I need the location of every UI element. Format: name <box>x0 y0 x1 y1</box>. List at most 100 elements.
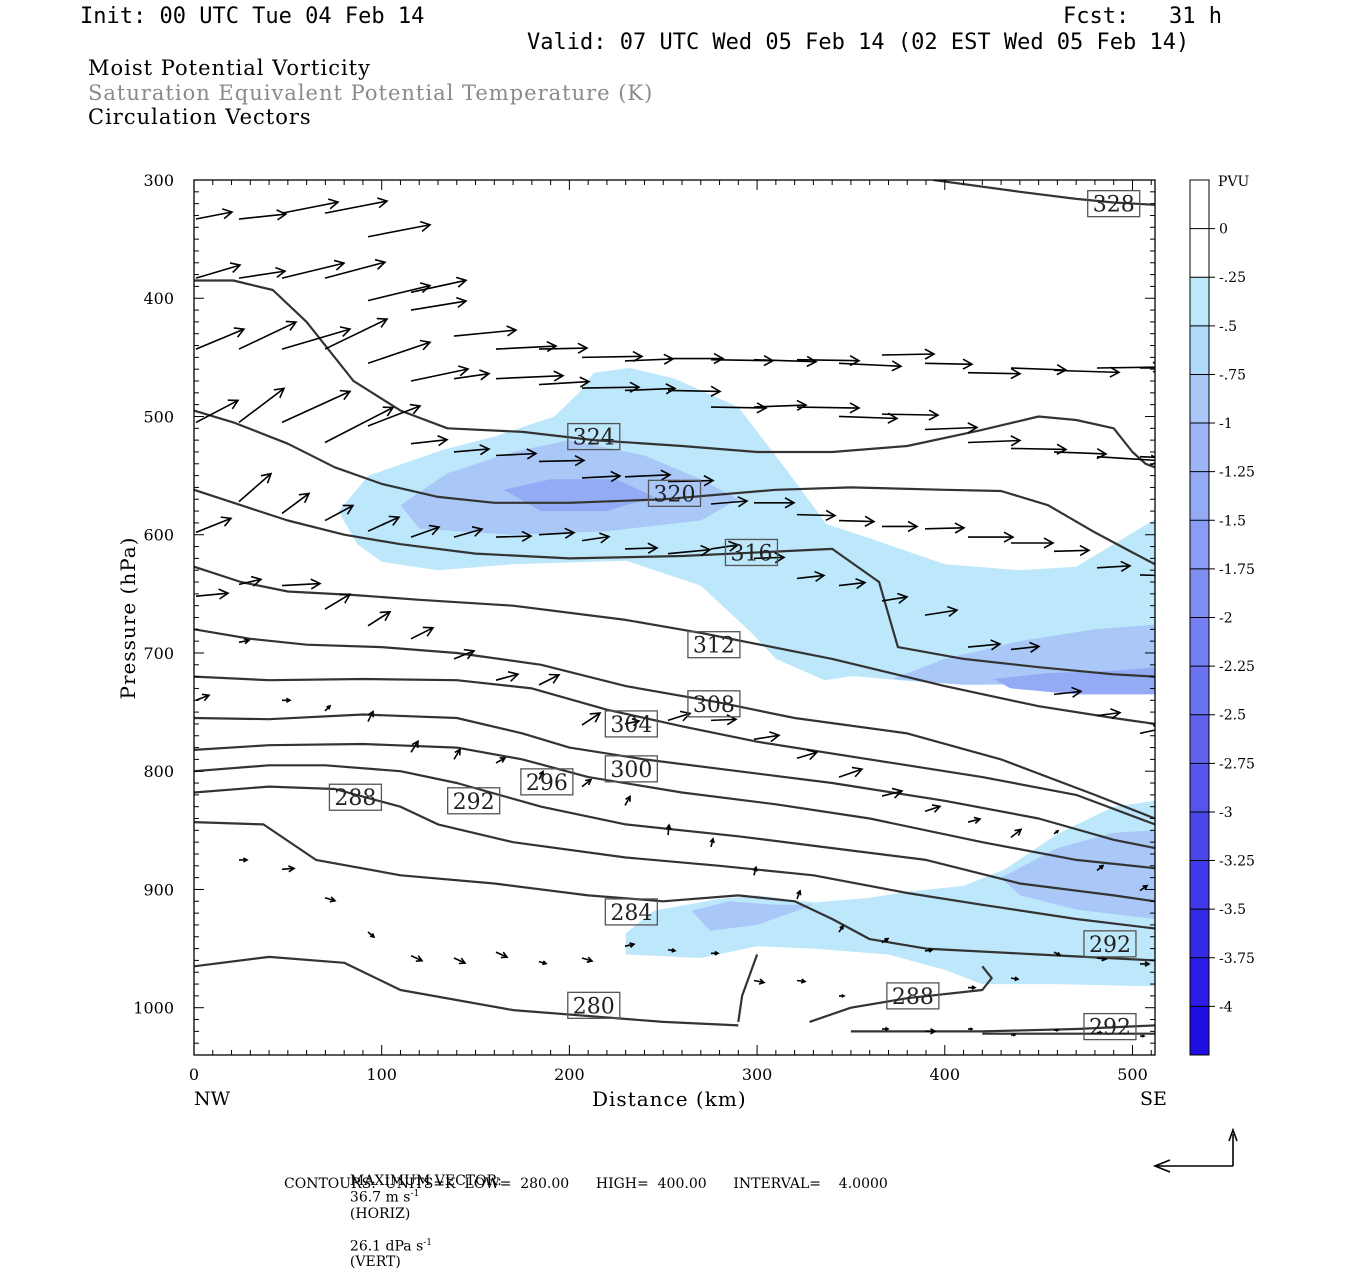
circulation-vector <box>796 509 837 522</box>
circulation-vector <box>838 766 864 778</box>
colorbar-swatch <box>1190 568 1209 618</box>
circulation-vector <box>581 381 641 393</box>
circulation-vector <box>1140 1034 1146 1038</box>
y-tick-label: 900 <box>143 880 174 899</box>
circulation-vector <box>624 542 659 554</box>
svg-text:292: 292 <box>1089 933 1131 958</box>
y-tick-label: 300 <box>143 171 174 190</box>
colorbar-label: -4 <box>1219 999 1233 1015</box>
circulation-vector <box>1010 443 1068 455</box>
circulation-vector <box>668 352 725 365</box>
circulation-vector <box>710 714 738 726</box>
circulation-vector <box>281 326 352 350</box>
circulation-vector <box>281 198 340 214</box>
svg-text:288: 288 <box>892 985 934 1010</box>
circulation-vector <box>410 739 419 753</box>
svg-text:312: 312 <box>693 634 735 659</box>
colorbar-label: -.75 <box>1219 367 1246 383</box>
contour-label-288: 288 <box>886 982 940 1010</box>
horiz-unit-exponent: -1 <box>410 1189 420 1199</box>
x-tick-label: 400 <box>930 1065 961 1084</box>
circulation-vector <box>710 496 749 508</box>
circulation-vector <box>453 369 491 381</box>
circulation-vector <box>324 504 355 522</box>
circulation-vector <box>881 592 909 604</box>
colorbar-label: -3.25 <box>1219 854 1255 870</box>
theta-contour-304 <box>194 675 1155 826</box>
colorbar-unit: PVU <box>1218 174 1250 190</box>
circulation-vector <box>410 435 449 447</box>
valid-time: Valid: 07 UTC Wed 05 Feb 14 (02 EST Wed … <box>527 30 1190 55</box>
contour-label-288: 288 <box>328 783 383 811</box>
circulation-vector <box>667 544 712 557</box>
y-tick-label: 1000 <box>133 999 174 1018</box>
contour-label-292: 292 <box>1083 1012 1137 1041</box>
contour-label-292: 292 <box>1083 930 1137 958</box>
theta-contour-296 <box>194 742 1155 870</box>
contour-label-296: 296 <box>520 768 574 796</box>
circulation-vector <box>581 532 611 544</box>
pv-region-7 <box>503 479 654 512</box>
circulation-vector <box>410 276 468 294</box>
theta-contour-284 <box>194 821 1155 962</box>
colorbar-frame <box>1189 179 1210 1056</box>
colorbar-swatch <box>1190 666 1209 716</box>
colorbar-swatch <box>1190 471 1209 521</box>
circulation-vector <box>195 588 230 600</box>
y-tick-label: 400 <box>143 289 174 308</box>
circulation-vector <box>367 339 432 365</box>
circulation-vector <box>667 710 692 722</box>
pv-region-4 <box>892 624 1155 689</box>
svg-text:284: 284 <box>610 901 652 926</box>
circulation-vector <box>968 985 977 991</box>
svg-text:320: 320 <box>654 482 696 507</box>
svg-text:308: 308 <box>693 693 735 718</box>
pv-region-8 <box>993 667 1155 695</box>
circulation-vector <box>881 348 936 360</box>
circulation-vector <box>1096 864 1105 872</box>
circulation-vector <box>839 993 846 998</box>
circulation-vector <box>754 497 796 509</box>
svg-text:292: 292 <box>1089 1016 1131 1041</box>
contour-label-304: 304 <box>604 710 658 738</box>
pv-region-3 <box>400 440 739 535</box>
circulation-vector <box>753 399 808 412</box>
circulation-vector <box>1010 828 1023 839</box>
footer-contour-info: CONTOURS: UNITS=K LOW= 280.00 HIGH= 400.… <box>284 1176 888 1192</box>
circulation-vector <box>1053 829 1060 835</box>
circulation-vector <box>495 530 533 542</box>
circulation-vector <box>753 978 766 985</box>
contour-label-308: 308 <box>687 690 741 718</box>
circulation-vector <box>410 524 441 538</box>
theta-contour-300 <box>194 713 1155 850</box>
init-time: Init: 00 UTC Tue 04 Feb 14 <box>80 4 425 29</box>
circulation-vector <box>367 931 376 939</box>
circulation-vector <box>238 209 288 221</box>
theta-contour-316 <box>194 488 1155 678</box>
footer-max-vector: MAXIMUM VECTOR: 36.7 m s-1 (HORIZ) 26.1 … <box>341 1157 502 1270</box>
pv-region-6 <box>1001 830 1155 919</box>
max-vector-vert-tag: (VERT) <box>349 1254 401 1270</box>
cross-section-chart: 328 324 320 316 312 308 304 300 296 292 288 284 280 2… <box>133 171 1255 1173</box>
circulation-vector <box>195 327 246 350</box>
circulation-vector <box>195 262 242 279</box>
y-tick-label: 500 <box>143 407 174 426</box>
circulation-vector <box>581 778 593 788</box>
circulation-vector <box>796 570 826 583</box>
circulation-vector <box>882 520 919 533</box>
contour-label-300: 300 <box>604 755 658 783</box>
circulation-vector <box>538 960 548 966</box>
circulation-vector <box>796 749 819 761</box>
contour-label-316: 316 <box>724 538 779 566</box>
svg-text:300: 300 <box>610 758 652 783</box>
circulation-vector <box>753 731 781 743</box>
colorbar-swatch <box>1190 423 1209 473</box>
circulation-vector <box>410 954 424 962</box>
circulation-vector <box>239 857 249 863</box>
circulation-vector <box>367 403 422 427</box>
contour-label-312: 312 <box>687 631 741 659</box>
circulation-vector <box>581 470 622 483</box>
theta-contour-292 <box>194 764 1155 903</box>
circulation-vector <box>495 951 509 959</box>
circulation-vector <box>796 402 861 414</box>
